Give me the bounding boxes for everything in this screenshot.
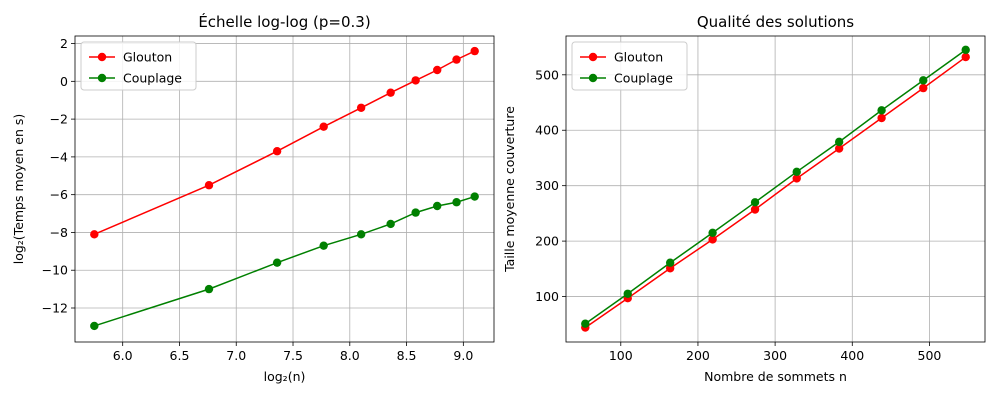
chart-1-legend: Glouton Couplage bbox=[571, 41, 688, 91]
chart-1-series-0-point-6 bbox=[834, 144, 844, 153]
chart-0-ylabel: log₂(Temps moyen en s) bbox=[11, 114, 26, 265]
chart-1-series-1-point-4 bbox=[750, 198, 760, 207]
chart-0-legend-marker-1 bbox=[97, 73, 107, 83]
chart-1-series-line-0 bbox=[584, 56, 967, 329]
chart-0-legend-label-1: Couplage bbox=[123, 71, 182, 86]
chart-0-ytick-label-0: −12 bbox=[42, 301, 68, 316]
chart-1-series-0-point-4 bbox=[750, 205, 760, 214]
chart-0-legend-marker-0 bbox=[97, 52, 107, 62]
chart-1-legend-marker-0 bbox=[588, 52, 598, 62]
chart-1-series-1-point-2 bbox=[665, 258, 675, 267]
chart-0-xtick-label-6: 9.0 bbox=[453, 348, 473, 363]
chart-1-ylabel: Taille moyenne couverture bbox=[502, 106, 517, 273]
chart-0-series-0-point-5 bbox=[386, 88, 395, 97]
chart-1-series-1-point-3 bbox=[708, 228, 717, 237]
chart-1-xtick-label-2: 300 bbox=[763, 348, 787, 363]
chart-0-ytick-label-4: −4 bbox=[50, 149, 68, 164]
chart-0-title: Échelle log-log (p=0.3) bbox=[198, 12, 370, 31]
chart-0-series-1-point-0 bbox=[90, 321, 99, 331]
chart-0-legend: Glouton Couplage bbox=[80, 41, 197, 91]
chart-0-series-1-point-1 bbox=[204, 284, 214, 294]
chart-0-series-1-point-7 bbox=[433, 201, 442, 211]
chart-0-series-1-point-2 bbox=[272, 258, 282, 267]
chart-1-series-0-point-8 bbox=[919, 83, 928, 93]
chart-0-series-line-0 bbox=[94, 50, 476, 236]
chart-1-legend-label-1: Couplage bbox=[614, 71, 673, 86]
chart-1-series-1-point-5 bbox=[792, 167, 801, 177]
chart-0-series-0-point-0 bbox=[90, 230, 99, 239]
chart-0-xtick-label-4: 8.0 bbox=[340, 348, 360, 363]
chart-0-series-0-point-1 bbox=[204, 181, 214, 190]
chart-1-xtick-label-1: 200 bbox=[686, 348, 710, 363]
chart-1-ytick-label-1: 200 bbox=[535, 234, 559, 249]
chart-loglog: 6.0 6.5 7.0 7.5 8.0 8.5 9.0 −12 −10 −8 −6 −4 −2 0 2 Éch… bbox=[11, 12, 495, 384]
chart-1-plot-frame bbox=[565, 35, 986, 343]
chart-1-xtick-label-0: 100 bbox=[609, 348, 633, 363]
chart-1-ytick-label-2: 300 bbox=[535, 178, 559, 193]
chart-1-series-1-point-0 bbox=[581, 319, 590, 328]
chart-1-series-0-point-9 bbox=[961, 52, 970, 62]
chart-1-ytick-label-0: 100 bbox=[535, 289, 559, 304]
chart-0-xtick-label-5: 8.5 bbox=[397, 348, 417, 363]
chart-0-ytick-label-7: 2 bbox=[60, 36, 68, 51]
chart-0-series-1-point-3 bbox=[319, 241, 328, 250]
chart-0-ytick-label-2: −8 bbox=[50, 225, 68, 240]
chart-0-ytick-label-5: −2 bbox=[50, 112, 68, 127]
chart-1-ytick-label-3: 400 bbox=[535, 123, 559, 138]
chart-1-series-1-point-1 bbox=[623, 289, 632, 298]
chart-0-ytick-label-3: −6 bbox=[50, 187, 68, 202]
chart-0-ytick-label-6: 0 bbox=[60, 74, 68, 89]
chart-0-series-1-point-8 bbox=[452, 198, 461, 207]
chart-0-plot-frame bbox=[74, 35, 495, 343]
chart-1-ytick-label-4: 500 bbox=[535, 67, 559, 82]
chart-1-series-1-point-6 bbox=[834, 137, 844, 147]
chart-1-series-line-1 bbox=[584, 49, 967, 325]
chart-0-legend-label-0: Glouton bbox=[123, 50, 172, 65]
chart-0-series-0-point-7 bbox=[433, 65, 442, 75]
chart-0-series-1-point-5 bbox=[386, 219, 395, 229]
chart-0-xtick-label-2: 7.0 bbox=[226, 348, 246, 363]
chart-0-series-0-point-2 bbox=[272, 147, 282, 156]
chart-quality: 100 200 300 400 500 100 200 300 400 500 Qualité de… bbox=[502, 13, 986, 384]
chart-0-ytick-label-1: −10 bbox=[42, 263, 68, 278]
chart-1-xtick-label-4: 500 bbox=[918, 348, 942, 363]
chart-1-series-0-point-5 bbox=[792, 174, 801, 183]
chart-1-xtick-label-3: 400 bbox=[840, 348, 864, 363]
chart-0-series-line-1 bbox=[94, 195, 475, 327]
chart-0-series-0-point-4 bbox=[356, 103, 366, 112]
chart-0-series-0-point-6 bbox=[411, 76, 420, 85]
chart-0-series-1-point-9 bbox=[470, 192, 479, 201]
chart-0-series-1-point-6 bbox=[411, 208, 420, 217]
chart-1-series-0-point-3 bbox=[708, 235, 717, 244]
chart-1-xlabel: Nombre de sommets n bbox=[704, 369, 847, 384]
chart-1-series-1-point-9 bbox=[961, 45, 970, 55]
chart-1-title: Qualité des solutions bbox=[697, 13, 854, 31]
chart-0-xtick-label-3: 7.5 bbox=[283, 348, 303, 363]
chart-0-series-0-point-3 bbox=[319, 122, 328, 131]
chart-1-legend-label-0: Glouton bbox=[614, 50, 663, 65]
chart-0-xtick-label-1: 6.5 bbox=[170, 348, 190, 363]
chart-0-xlabel: log₂(n) bbox=[264, 369, 306, 384]
chart-1-series-0-point-7 bbox=[877, 113, 886, 123]
chart-0-series-0-point-9 bbox=[470, 46, 479, 56]
chart-1-series-1-point-8 bbox=[919, 76, 928, 85]
chart-1-legend-marker-1 bbox=[588, 73, 598, 83]
chart-0-series-0-point-8 bbox=[452, 55, 461, 64]
chart-0-series-1-point-4 bbox=[356, 230, 366, 239]
chart-1-series-1-point-7 bbox=[877, 106, 886, 115]
chart-0-xtick-label-0: 6.0 bbox=[113, 348, 133, 363]
